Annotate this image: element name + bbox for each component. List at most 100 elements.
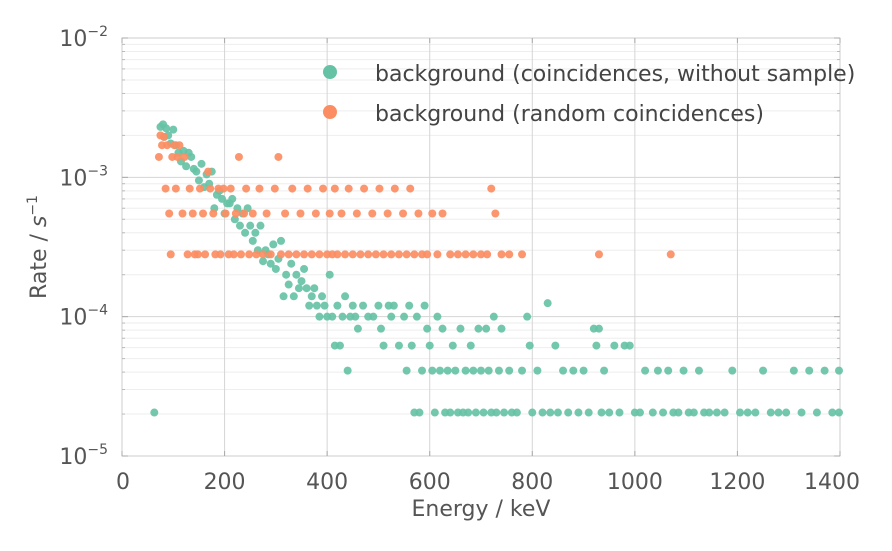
data-point: [484, 366, 493, 375]
data-point: [328, 312, 337, 321]
data-point: [491, 209, 500, 218]
data-point: [255, 184, 264, 193]
data-point: [296, 209, 305, 218]
data-point: [364, 250, 373, 259]
x-tick-label: 800: [511, 470, 553, 495]
y-tick-label-base: 10: [59, 27, 87, 52]
data-point: [294, 284, 303, 293]
data-point: [226, 184, 235, 193]
data-point: [201, 250, 210, 259]
data-point: [185, 184, 194, 193]
data-point: [183, 250, 192, 259]
data-point: [430, 408, 439, 417]
data-point: [246, 221, 255, 230]
data-point: [284, 250, 293, 259]
data-point: [197, 159, 206, 168]
data-point: [178, 209, 187, 218]
y-tick-label-base: 10: [59, 306, 87, 331]
data-point: [438, 209, 447, 218]
y-tick-label: 10−3: [59, 163, 108, 191]
data-point: [204, 167, 213, 176]
data-point: [360, 184, 369, 193]
data-point: [415, 408, 424, 417]
data-point: [182, 162, 191, 171]
data-point: [276, 236, 285, 245]
data-point: [312, 301, 321, 310]
data-point: [446, 250, 455, 259]
data-point: [236, 250, 245, 259]
data-point: [489, 312, 498, 321]
data-point: [368, 209, 377, 218]
data-point: [553, 408, 562, 417]
plot-frame: [121, 37, 841, 457]
data-point: [351, 312, 360, 321]
data-point: [229, 250, 238, 259]
data-point: [337, 209, 346, 218]
data-point: [315, 312, 324, 321]
data-point: [512, 408, 521, 417]
data-point: [284, 280, 293, 289]
data-point: [466, 341, 475, 350]
data-point: [423, 250, 432, 259]
data-point: [348, 301, 357, 310]
data-point: [418, 366, 427, 375]
data-point: [605, 408, 614, 417]
data-point: [479, 408, 488, 417]
legend-marker-random: [323, 105, 337, 119]
data-point: [154, 152, 163, 161]
data-point: [694, 366, 703, 375]
x-tick-label: 600: [409, 470, 451, 495]
data-point: [335, 341, 344, 350]
data-point: [569, 366, 578, 375]
data-point: [579, 366, 588, 375]
data-point: [664, 366, 673, 375]
data-point: [262, 209, 271, 218]
data-point: [352, 209, 361, 218]
data-point: [252, 250, 261, 259]
data-point: [482, 324, 491, 333]
data-point: [469, 250, 478, 259]
data-point: [173, 152, 182, 161]
data-point: [394, 250, 403, 259]
y-tick-labels: 10−210−310−410−5: [59, 24, 108, 470]
data-point: [461, 250, 470, 259]
data-point: [407, 341, 416, 350]
data-point: [271, 264, 280, 273]
y-tick-label-exp: −3: [87, 163, 108, 179]
x-axis-title: Energy / keV: [412, 497, 551, 522]
data-point: [175, 141, 184, 150]
data-point: [835, 366, 843, 375]
data-point: [353, 324, 362, 333]
data-point: [433, 312, 442, 321]
data-point: [251, 228, 260, 237]
data-point: [248, 236, 257, 245]
data-point: [209, 209, 218, 218]
data-point: [615, 408, 624, 417]
data-point: [487, 184, 496, 193]
legend-label-random: background (random coincidences): [375, 102, 764, 127]
data-point: [812, 408, 821, 417]
data-point: [635, 408, 644, 417]
data-point: [402, 366, 411, 375]
y-axis-title-unit: s: [27, 216, 52, 227]
data-point: [216, 250, 225, 259]
data-point: [166, 250, 175, 259]
data-point: [256, 221, 265, 230]
data-point: [379, 341, 388, 350]
data-point: [648, 408, 657, 417]
data-point: [248, 209, 257, 218]
data-point: [162, 124, 171, 133]
data-point: [428, 366, 437, 375]
data-point: [374, 301, 383, 310]
data-point: [300, 264, 309, 273]
data-point: [199, 209, 208, 218]
data-point: [597, 408, 606, 417]
data-point: [720, 408, 729, 417]
data-point: [288, 184, 297, 193]
data-point: [410, 250, 419, 259]
data-point: [518, 250, 527, 259]
data-point: [359, 301, 368, 310]
y-tick-label-exp: −4: [87, 303, 108, 319]
data-point: [500, 408, 509, 417]
data-point: [751, 408, 760, 417]
